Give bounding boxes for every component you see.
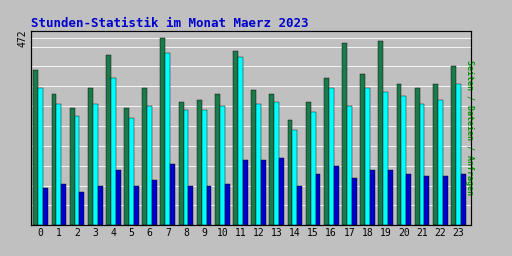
Bar	[165, 52, 170, 225]
Bar	[202, 110, 206, 225]
Bar	[279, 158, 284, 225]
Text: Stunden-Statistik im Monat Maerz 2023: Stunden-Statistik im Monat Maerz 2023	[31, 17, 308, 29]
Bar	[334, 166, 338, 225]
Bar	[442, 176, 447, 225]
Bar	[269, 94, 274, 225]
Bar	[274, 102, 279, 225]
Bar	[179, 102, 183, 225]
Bar	[288, 120, 292, 225]
Bar	[134, 186, 139, 225]
Bar	[251, 90, 256, 225]
Bar	[142, 88, 147, 225]
Bar	[360, 74, 365, 225]
Bar	[238, 57, 243, 225]
Bar	[220, 106, 225, 225]
Bar	[106, 55, 111, 225]
Bar	[111, 78, 116, 225]
Bar	[233, 51, 238, 225]
Bar	[456, 84, 461, 225]
Bar	[215, 94, 220, 225]
Bar	[61, 184, 66, 225]
Bar	[261, 160, 266, 225]
Bar	[461, 174, 466, 225]
Bar	[365, 88, 370, 225]
Bar	[433, 84, 438, 225]
Bar	[315, 174, 321, 225]
Bar	[352, 178, 357, 225]
Bar	[75, 116, 79, 225]
Bar	[324, 78, 329, 225]
Bar	[129, 118, 134, 225]
Bar	[93, 104, 98, 225]
Bar	[116, 170, 121, 225]
Bar	[256, 104, 261, 225]
Bar	[407, 174, 411, 225]
Bar	[297, 186, 302, 225]
Bar	[124, 108, 129, 225]
Bar	[88, 88, 93, 225]
Bar	[342, 43, 347, 225]
Bar	[383, 92, 388, 225]
Bar	[38, 88, 43, 225]
Y-axis label: Seiten / Dateien / Anfragen: Seiten / Dateien / Anfragen	[465, 60, 474, 196]
Bar	[292, 130, 297, 225]
Bar	[396, 84, 401, 225]
Bar	[243, 160, 248, 225]
Bar	[52, 94, 56, 225]
Bar	[306, 102, 311, 225]
Bar	[370, 170, 375, 225]
Bar	[160, 38, 165, 225]
Bar	[79, 191, 84, 225]
Bar	[197, 100, 202, 225]
Bar	[188, 186, 194, 225]
Bar	[438, 100, 442, 225]
Bar	[33, 70, 38, 225]
Bar	[152, 180, 157, 225]
Bar	[311, 112, 315, 225]
Bar	[401, 96, 407, 225]
Bar	[147, 106, 152, 225]
Bar	[378, 41, 383, 225]
Bar	[225, 184, 230, 225]
Bar	[388, 170, 393, 225]
Bar	[347, 106, 352, 225]
Bar	[206, 186, 211, 225]
Bar	[183, 110, 188, 225]
Bar	[419, 104, 424, 225]
Bar	[70, 108, 75, 225]
Bar	[43, 188, 48, 225]
Bar	[415, 88, 419, 225]
Bar	[329, 88, 334, 225]
Bar	[56, 104, 61, 225]
Bar	[451, 67, 456, 225]
Bar	[170, 164, 175, 225]
Bar	[424, 176, 430, 225]
Bar	[98, 186, 102, 225]
